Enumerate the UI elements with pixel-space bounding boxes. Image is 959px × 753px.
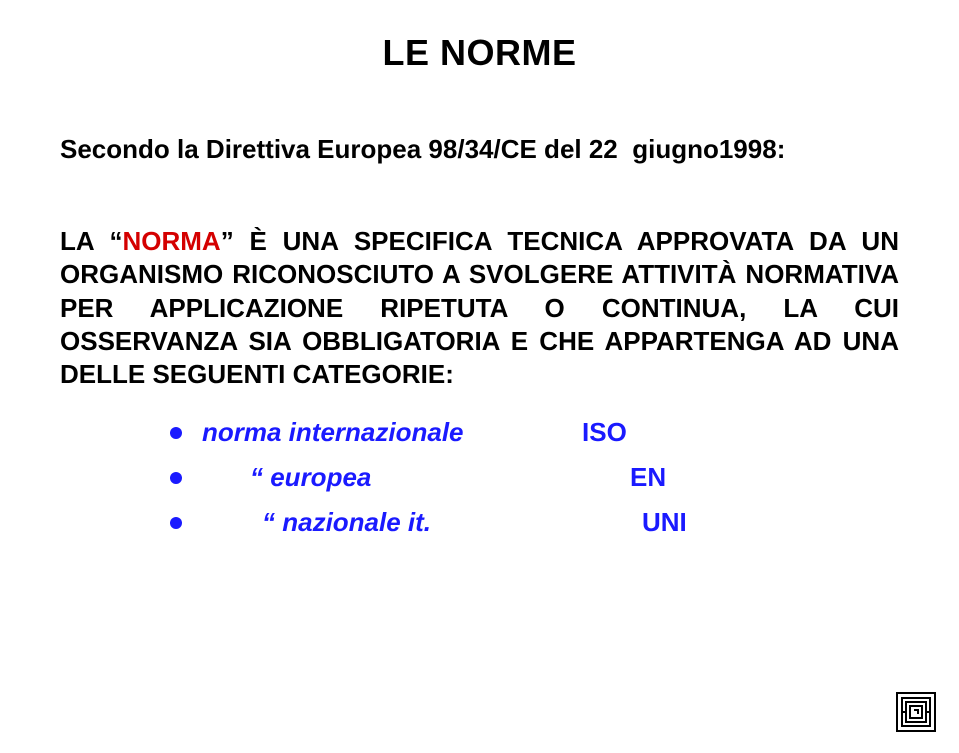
bullet-code: EN [630,462,666,493]
subtitle-text: Secondo la Direttiva Europea 98/34/CE de… [60,134,785,164]
paragraph-container: LA “NORMA” È UNA SPECIFICA TECNICA APPRO… [60,225,899,391]
list-item: norma internazionale ISO [170,417,899,448]
title-container: LE NORME [60,32,899,74]
slide-page: LE NORME Secondo la Direttiva Europea 98… [0,0,959,753]
bullet-code: UNI [642,507,687,538]
list-item: “ europea EN [170,462,899,493]
subtitle-container: Secondo la Direttiva Europea 98/34/CE de… [60,134,899,165]
bullet-list: norma internazionale ISO “ europea EN “ … [170,417,899,538]
corner-logo-icon [895,691,937,733]
bullet-dot-icon [170,472,182,484]
list-item: “ nazionale it. UNI [170,507,899,538]
page-title: LE NORME [382,32,576,74]
bullet-dot-icon [170,427,182,439]
bullet-code: ISO [582,417,627,448]
paragraph-pre: LA “ [60,226,123,256]
bullet-label: “ europea [202,462,630,493]
paragraph-norma: NORMA [123,226,221,256]
bullet-dot-icon [170,517,182,529]
bullet-label: norma internazionale [202,417,582,448]
bullet-label: “ nazionale it. [202,507,642,538]
